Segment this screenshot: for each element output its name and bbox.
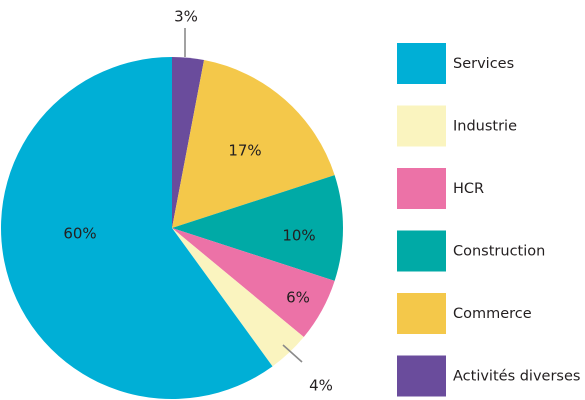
legend-swatch-services xyxy=(397,43,446,84)
legend: Services Industrie HCR Construction Commerce… xyxy=(397,43,580,397)
slice-label-activites-diverses: 3% xyxy=(174,8,198,26)
pie-slice-services xyxy=(0,57,273,399)
legend-label-industrie: Industrie xyxy=(453,119,517,135)
pie-slices xyxy=(0,57,343,399)
legend-swatch-commerce xyxy=(397,293,446,334)
pie-slice-commerce xyxy=(172,60,335,228)
leader-lines xyxy=(184,28,303,363)
legend-swatch-construction xyxy=(397,230,446,272)
legend-label-services: Services xyxy=(453,56,514,72)
legend-label-construction: Construction xyxy=(453,244,545,260)
legend-label-commerce: Commerce xyxy=(453,306,532,322)
slice-labels: 3% 17% 10% 6% 4% 60% xyxy=(63,8,333,395)
slice-label-commerce: 17% xyxy=(228,142,261,160)
slice-label-hcr: 6% xyxy=(286,289,310,307)
pie-slice-industrie xyxy=(172,228,304,367)
pie-slice-construction xyxy=(172,175,343,281)
legend-swatch-industrie xyxy=(397,105,446,147)
legend-swatch-activites-diverses xyxy=(397,355,446,397)
pie-slice-hcr xyxy=(172,228,335,337)
leader-line-industrie xyxy=(282,344,303,363)
legend-swatch-hcr xyxy=(397,168,446,209)
slice-label-industrie: 4% xyxy=(309,377,333,395)
pie-slice-activites-diverses xyxy=(172,57,205,228)
slice-label-services: 60% xyxy=(63,225,96,243)
legend-label-hcr: HCR xyxy=(453,181,484,197)
slice-label-construction: 10% xyxy=(282,227,315,245)
legend-label-activites-diverses: Activités diverses xyxy=(453,369,580,385)
